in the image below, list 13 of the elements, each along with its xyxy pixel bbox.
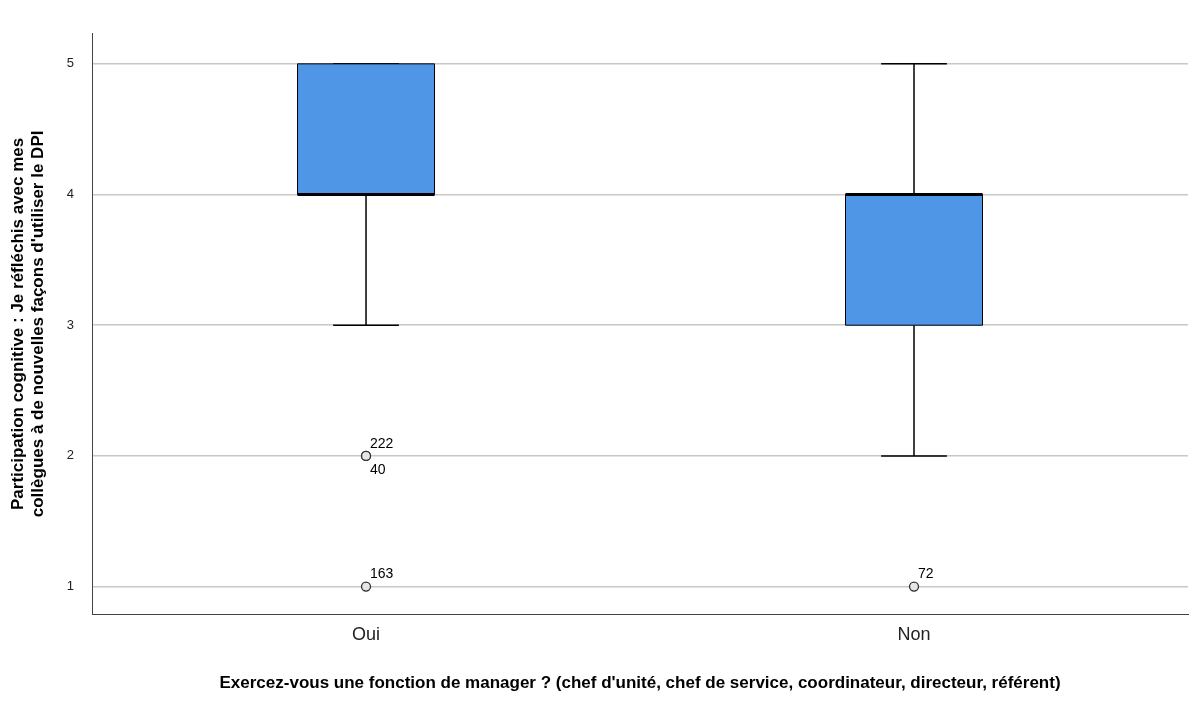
y-tick-label: 2 (66, 447, 75, 463)
y-axis-title: Participation cognitive : Je réfléchis avec mes collègues à de nouvelles façons d'utiliser le DPI (7, 130, 48, 518)
x-tick-label: Oui (352, 623, 381, 644)
x-tick-label: Non (897, 623, 931, 644)
series-label: 222 (370, 434, 394, 451)
y-tick-label: 5 (66, 55, 75, 71)
series-label: 72 (918, 565, 934, 582)
y-tick-label: 1 (66, 578, 75, 594)
series-label: 163 (370, 565, 394, 582)
y-tick-label: 4 (66, 186, 75, 202)
y-tick-label: 3 (66, 316, 75, 332)
x-axis-title: Exercez-vous une fonction de manager ? (chef d'unité, chef de service, coordinateur, directeur, référent) (219, 673, 1061, 693)
series-label: 40 (370, 460, 386, 477)
